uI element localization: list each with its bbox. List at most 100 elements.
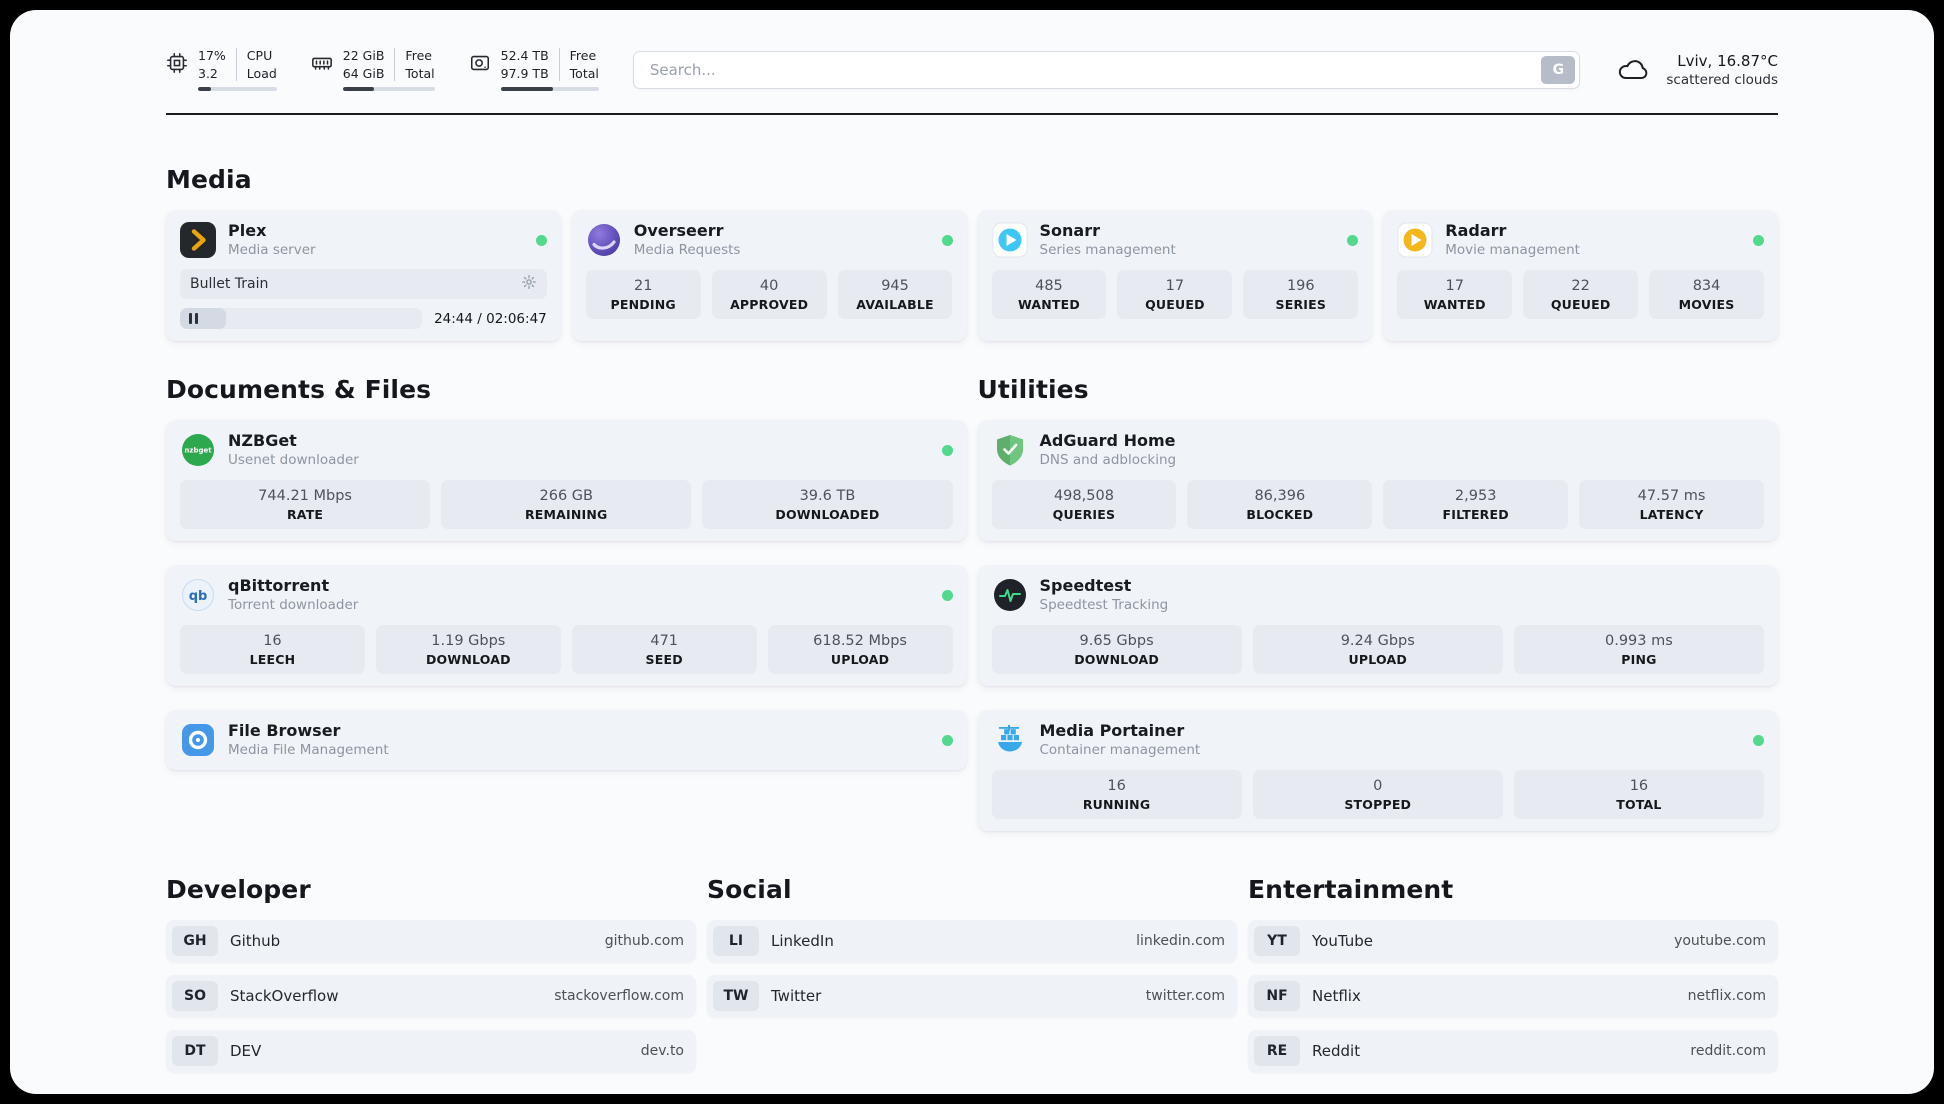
bookmark-reddit[interactable]: RE Reddit reddit.com	[1248, 1030, 1778, 1073]
memory-total-label: Total	[405, 65, 435, 81]
search-input[interactable]	[632, 50, 1581, 89]
bookmark-abbr: RE	[1254, 1036, 1300, 1067]
bookmark-name: DEV	[230, 1042, 262, 1061]
stat-value: 39.6 TB	[799, 488, 856, 505]
bookmark-name: YouTube	[1312, 932, 1373, 951]
svg-text:nzbget: nzbget	[184, 447, 212, 455]
section-title-developer: Developer	[166, 875, 311, 905]
stat-label: BLOCKED	[1246, 507, 1314, 523]
top-bar: 17% 3.2 CPU Load	[166, 10, 1778, 92]
stat-value: 22	[1571, 278, 1590, 295]
app-card-qbittorrent[interactable]: qb qBittorrent Torrent downloader	[166, 565, 967, 687]
radarr-icon	[1397, 222, 1433, 258]
bookmark-url: linkedin.com	[1136, 933, 1225, 950]
bookmark-abbr: DT	[172, 1036, 218, 1067]
disk-total-value: 97.9 TB	[500, 65, 549, 81]
stat-label: APPROVED	[730, 297, 809, 313]
cloud-icon	[1614, 53, 1654, 87]
cpu-progress-bar	[198, 87, 277, 92]
memory-total-value: 64 GiB	[342, 65, 385, 81]
media-grid: Plex Media server Bullet Train	[166, 210, 1778, 342]
bookmark-dev[interactable]: DT DEV dev.to	[166, 1030, 696, 1073]
status-dot	[1347, 234, 1359, 246]
app-card-overseerr[interactable]: Overseerr Media Requests 21 PENDING 40 A…	[571, 210, 967, 342]
app-name: Overseerr	[633, 221, 724, 241]
player-time: 24:44 / 02:06:47	[434, 310, 547, 327]
stat-box: 47.57 ms LATENCY	[1579, 480, 1764, 530]
bookmark-name: Github	[230, 932, 281, 951]
stat-label: LEECH	[249, 652, 296, 668]
disk-progress-bar	[500, 87, 599, 92]
bookmark-abbr: NF	[1254, 981, 1300, 1012]
app-name: Radarr	[1445, 221, 1507, 241]
stat-box: 1.19 Gbps DOWNLOAD	[375, 625, 561, 675]
dashboard-page: 17% 3.2 CPU Load	[10, 10, 1934, 1094]
player-row: 24:44 / 02:06:47	[180, 308, 547, 330]
system-stats: 17% 3.2 CPU Load	[166, 48, 599, 92]
stat-value: 9.24 Gbps	[1340, 633, 1415, 650]
status-dot	[941, 444, 953, 456]
stat-value: 16	[263, 633, 282, 650]
bookmark-youtube[interactable]: YT YouTube youtube.com	[1248, 920, 1778, 963]
app-card-portainer[interactable]: Media Portainer Container management 16 …	[977, 710, 1778, 832]
stat-value: 1.19 Gbps	[431, 633, 506, 650]
stat-label: SERIES	[1275, 297, 1327, 313]
app-card-speedtest[interactable]: Speedtest Speedtest Tracking 9.65 Gbps D…	[977, 565, 1778, 687]
bookmark-url: stackoverflow.com	[554, 988, 684, 1005]
app-card-nzbget[interactable]: nzbget NZBGet Usenet downloader 74	[166, 420, 967, 542]
stat-value: 17	[1165, 278, 1185, 295]
weather-location: Lviv, 16.87°C	[1677, 51, 1778, 70]
stat-label: DOWNLOAD	[425, 652, 511, 668]
app-name: Plex	[228, 221, 267, 241]
stat-label: PING	[1621, 652, 1657, 668]
stat-value: 196	[1286, 278, 1315, 295]
app-card-sonarr[interactable]: Sonarr Series management 485 WANTED 17 Q…	[977, 210, 1373, 342]
search-engine-button[interactable]: G	[1541, 55, 1576, 84]
utilities-column: Utilities	[977, 375, 1778, 832]
stat-label: DOWNLOADED	[775, 507, 880, 523]
pause-button[interactable]	[189, 313, 198, 325]
bookmark-linkedin[interactable]: LI LinkedIn linkedin.com	[707, 920, 1237, 963]
speedtest-icon	[992, 577, 1028, 613]
stat-value: 17	[1445, 278, 1464, 295]
stat-value: 16	[1107, 778, 1126, 795]
app-card-radarr[interactable]: Radarr Movie management 17 WANTED 22 QUE…	[1383, 210, 1778, 342]
status-dot	[941, 234, 953, 246]
bookmark-url: netflix.com	[1687, 988, 1766, 1005]
stat-value: 266 GB	[539, 488, 593, 505]
app-card-adguard[interactable]: AdGuard Home DNS and adblocking 498,508 …	[977, 420, 1778, 542]
status-dot	[941, 734, 953, 746]
bookmark-abbr: TW	[713, 981, 759, 1012]
app-card-plex[interactable]: Plex Media server Bullet Train	[166, 210, 561, 342]
stat-box: 9.24 Gbps UPLOAD	[1252, 625, 1503, 675]
bookmark-netflix[interactable]: NF Netflix netflix.com	[1248, 975, 1778, 1018]
bookmark-abbr: SO	[172, 981, 218, 1012]
social-column: Social LI LinkedIn linkedin.com TW Twitt…	[707, 875, 1237, 1018]
bookmark-twitter[interactable]: TW Twitter twitter.com	[707, 975, 1237, 1018]
stat-value: 0.993 ms	[1605, 633, 1673, 650]
settings-gear-icon[interactable]	[521, 274, 537, 294]
stat-label: MOVIES	[1678, 297, 1735, 313]
stat-value: 498,508	[1053, 488, 1114, 505]
developer-column: Developer GH Github github.com SO StackO…	[166, 875, 696, 1073]
now-playing-row: Bullet Train	[180, 269, 547, 300]
player-progress[interactable]	[180, 308, 423, 330]
cpu-load-value: 3.2	[198, 65, 218, 81]
bookmark-name: StackOverflow	[230, 987, 339, 1006]
stat-label: AVAILABLE	[856, 297, 934, 313]
overseerr-icon	[586, 222, 622, 258]
stat-box: 16 TOTAL	[1513, 770, 1764, 820]
section-title-entertainment: Entertainment	[1248, 875, 1454, 905]
app-subtitle: Media Requests	[633, 242, 741, 259]
stat-box: 618.52 Mbps UPLOAD	[767, 625, 953, 675]
bookmark-github[interactable]: GH Github github.com	[166, 920, 696, 963]
bookmark-stackoverflow[interactable]: SO StackOverflow stackoverflow.com	[166, 975, 696, 1018]
qbittorrent-icon: qb	[180, 577, 216, 613]
app-card-filebrowser[interactable]: File Browser Media File Management	[166, 710, 967, 771]
stat-label: SEED	[645, 652, 683, 668]
stat-box: 485 WANTED	[991, 270, 1107, 320]
app-subtitle: Series management	[1039, 242, 1176, 259]
memory-free-value: 22 GiB	[342, 48, 385, 63]
app-subtitle: Usenet downloader	[228, 452, 359, 469]
now-playing-title: Bullet Train	[190, 276, 269, 293]
